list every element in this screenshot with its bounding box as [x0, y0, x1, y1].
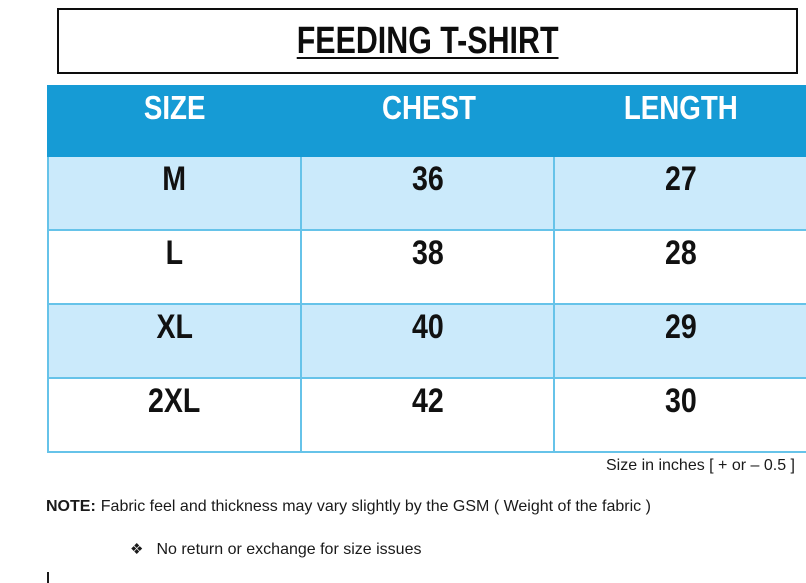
text-cursor-artifact: [47, 572, 49, 583]
column-header-size: SIZE: [47, 85, 302, 157]
column-header-length: LENGTH: [555, 85, 806, 157]
length-cell: 29: [555, 305, 806, 379]
diamond-bullet-icon: ❖: [130, 541, 144, 558]
chest-cell: 40: [302, 305, 555, 379]
table-row-l: L 38 28: [47, 231, 806, 305]
length-cell: 27: [555, 157, 806, 231]
table-header-row: SIZE CHEST LENGTH: [47, 85, 806, 157]
fabric-note: NOTE: Fabric feel and thickness may vary …: [46, 498, 651, 516]
table-row-xl: XL 40 29: [47, 305, 806, 379]
chest-cell: 42: [302, 379, 555, 453]
length-cell: 28: [555, 231, 806, 305]
length-cell: 30: [555, 379, 806, 453]
size-tolerance-note: Size in inches [ + or – 0.5 ]: [606, 457, 795, 474]
title-box: FEEDING T-SHIRT: [57, 8, 798, 74]
table-row-m: M 36 27: [47, 157, 806, 231]
note-label: NOTE:: [46, 498, 96, 515]
size-cell: M: [47, 157, 302, 231]
bullet-text: No return or exchange for size issues: [156, 541, 422, 558]
size-chart-table: SIZE CHEST LENGTH M 36 27 L 38 28 XL 40 …: [47, 85, 806, 453]
column-header-chest: CHEST: [302, 85, 555, 157]
chest-cell: 38: [302, 231, 555, 305]
size-cell: 2XL: [47, 379, 302, 453]
table-row-2xl: 2XL 42 30: [47, 379, 806, 453]
page-title: FEEDING T-SHIRT: [296, 20, 559, 62]
note-text: Fabric feel and thickness may vary sligh…: [100, 498, 651, 515]
chest-cell: 36: [302, 157, 555, 231]
size-cell: XL: [47, 305, 302, 379]
no-return-bullet: ❖ No return or exchange for size issues: [130, 540, 421, 559]
size-cell: L: [47, 231, 302, 305]
